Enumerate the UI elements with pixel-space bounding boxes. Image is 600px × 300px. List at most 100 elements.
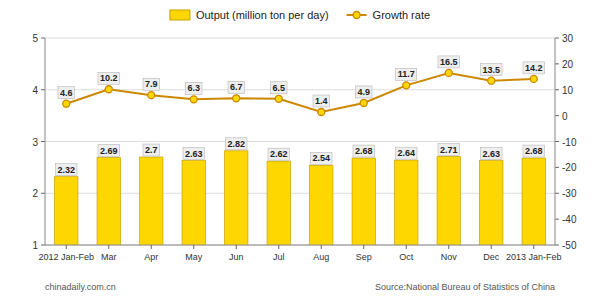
data-label-text: 14.2 <box>525 63 543 73</box>
y2-tick-label: -10 <box>562 137 577 148</box>
tick <box>491 245 492 249</box>
label-box <box>183 148 205 160</box>
data-label: 2.82 <box>225 138 247 150</box>
tick <box>555 141 559 142</box>
marker <box>275 95 282 102</box>
tick <box>236 245 237 249</box>
bar <box>55 177 78 245</box>
bar <box>395 160 418 245</box>
tick <box>555 63 559 64</box>
data-label: 16.5 <box>438 56 460 68</box>
marker <box>233 95 240 102</box>
y-tick-label: 4 <box>32 85 38 96</box>
marker <box>530 75 537 82</box>
data-label: 2.68 <box>353 145 375 157</box>
data-label: 2.71 <box>438 144 460 156</box>
bar <box>352 158 375 245</box>
annotation: chinadaily.com.cn <box>45 282 116 292</box>
y2-tick-label: -50 <box>562 240 577 251</box>
label-box <box>313 95 330 107</box>
label-box <box>58 87 75 99</box>
data-label-text: 2.32 <box>57 165 75 175</box>
data-label-text: 10.2 <box>100 73 118 83</box>
bar <box>437 157 460 245</box>
marker <box>318 109 325 116</box>
x-tick-label: Jul <box>273 252 285 262</box>
tick <box>193 245 194 249</box>
legend-label: Growth rate <box>373 9 430 21</box>
y2-tick-label: 20 <box>562 59 574 70</box>
label-box <box>395 147 417 159</box>
label-box <box>270 82 287 94</box>
label-box <box>396 68 417 80</box>
y-tick-label: 1 <box>32 240 38 251</box>
label-box <box>228 81 245 93</box>
tick <box>41 89 45 90</box>
tick <box>41 38 45 39</box>
legend-item: Growth rate <box>347 9 430 21</box>
data-label: 4.6 <box>58 87 75 99</box>
tick <box>278 245 279 249</box>
data-label-text: 4.9 <box>357 87 370 97</box>
tick <box>555 193 559 194</box>
chart: 12345-50-40-30-20-1001020302.322.692.72.… <box>0 0 600 300</box>
tick <box>406 245 407 249</box>
marker <box>445 69 452 76</box>
label-box <box>98 72 120 84</box>
x-tick-label: Aug <box>313 252 329 262</box>
tick <box>533 245 534 249</box>
data-label-text: 2.7 <box>145 145 158 155</box>
y2-tick-label: 30 <box>562 33 574 44</box>
data-label: 2.63 <box>183 148 205 160</box>
bar <box>310 165 333 245</box>
data-label: 6.3 <box>185 82 202 94</box>
grid-line <box>45 245 555 246</box>
data-labels: 2.322.692.72.632.822.622.542.682.642.712… <box>55 56 544 176</box>
data-label: 6.5 <box>270 82 287 94</box>
annotation: Source:National Bureau of Statistics of … <box>375 282 555 292</box>
data-label-text: 2.82 <box>227 139 245 149</box>
legend-item: Output (million ton per day) <box>170 9 329 21</box>
label-box <box>438 144 460 156</box>
tick <box>108 245 109 249</box>
x-tick-label: Dec <box>483 252 500 262</box>
data-label-text: 6.3 <box>187 83 200 93</box>
marker <box>105 86 112 93</box>
marker <box>148 92 155 99</box>
data-label-text: 2.54 <box>312 153 330 163</box>
data-label: 14.2 <box>523 62 545 74</box>
y2-tick-label: -40 <box>562 214 577 225</box>
data-label: 2.62 <box>268 148 290 160</box>
legend-swatch <box>170 10 190 20</box>
label-box <box>268 148 290 160</box>
legend-marker <box>353 12 360 19</box>
y2-tick-label: -30 <box>562 188 577 199</box>
axis-line <box>45 38 46 245</box>
tick <box>555 38 559 39</box>
x-tick-label: Sep <box>356 252 372 262</box>
tick <box>555 115 559 116</box>
y-tick-label: 3 <box>32 137 38 148</box>
data-label: 2.68 <box>523 145 545 157</box>
y2-tick-label: 0 <box>562 111 568 122</box>
data-label-text: 2.63 <box>482 149 500 159</box>
tick <box>41 245 45 246</box>
marker <box>63 100 70 107</box>
bar <box>97 158 120 245</box>
x-tick-label: Nov <box>441 252 458 262</box>
label-box <box>353 145 375 157</box>
data-label: 10.2 <box>98 72 120 84</box>
data-label-text: 2.69 <box>100 146 118 156</box>
grid-line <box>45 193 555 194</box>
bar <box>267 161 290 245</box>
x-tick-label: Jun <box>229 252 244 262</box>
label-box <box>185 82 202 94</box>
y2-tick-label: -20 <box>562 162 577 173</box>
bar <box>480 161 503 245</box>
tick <box>66 245 67 249</box>
data-label-text: 2.62 <box>270 149 288 159</box>
y2-tick-label: 10 <box>562 85 574 96</box>
label-box <box>480 148 502 160</box>
y-tick-label: 2 <box>32 188 38 199</box>
tick <box>555 219 559 220</box>
